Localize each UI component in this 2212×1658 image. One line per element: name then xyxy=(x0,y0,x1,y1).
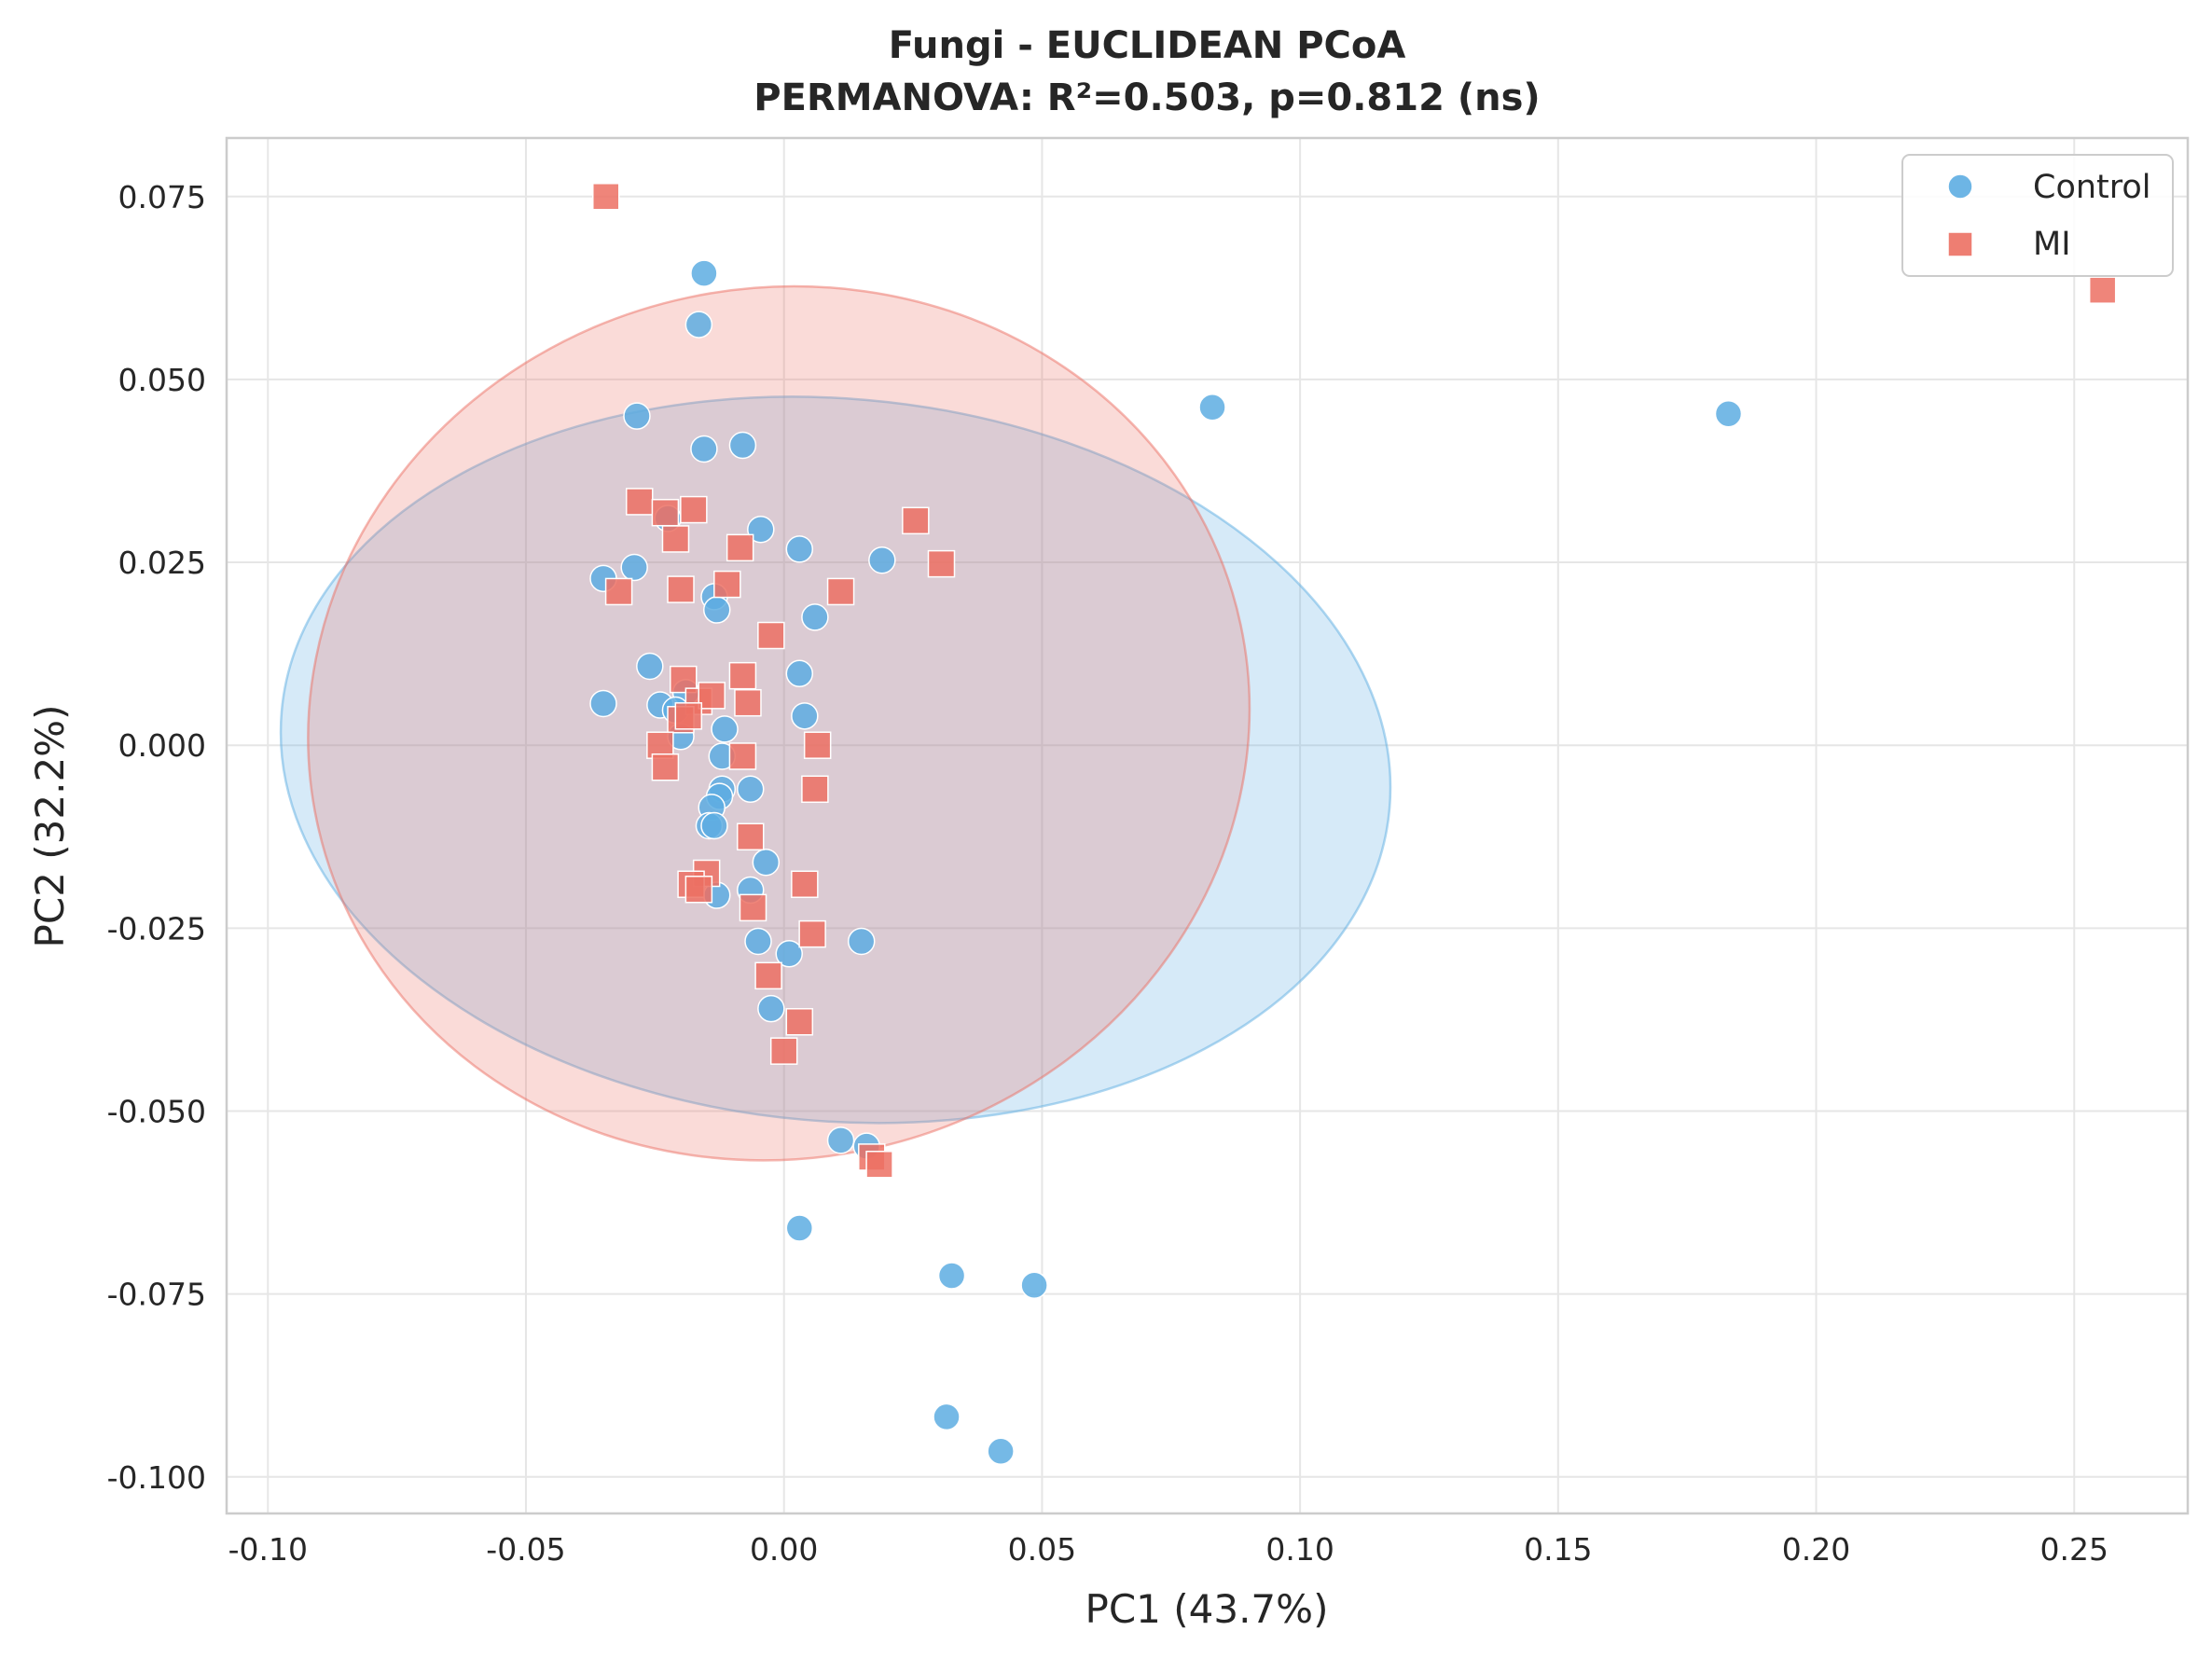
x-tick-label: 0.05 xyxy=(1008,1531,1076,1568)
point-control xyxy=(791,702,819,730)
x-axis-label: PC1 (43.7%) xyxy=(1085,1586,1329,1632)
x-tick-label: 0.20 xyxy=(1782,1531,1850,1568)
point-control xyxy=(620,553,648,582)
point-control xyxy=(757,994,785,1023)
point-control xyxy=(785,659,814,688)
point-mi xyxy=(754,961,782,990)
point-control xyxy=(1714,400,1743,428)
point-mi xyxy=(726,533,754,562)
point-mi xyxy=(674,702,703,730)
point-control xyxy=(937,1262,966,1290)
point-mi xyxy=(698,682,726,710)
point-mi xyxy=(680,495,708,524)
x-tick-label: 0.25 xyxy=(2040,1531,2108,1568)
point-control xyxy=(987,1437,1015,1466)
point-mi xyxy=(791,870,819,899)
point-control xyxy=(801,603,829,631)
point-mi xyxy=(625,488,654,516)
point-control xyxy=(684,311,713,339)
point-mi xyxy=(667,575,695,603)
x-axis-ticks: -0.10 -0.05 0.00 0.05 0.10 0.15 0.20 0.25 xyxy=(228,1531,2108,1568)
point-mi xyxy=(927,549,956,578)
y-tick-label: 0.075 xyxy=(118,179,206,215)
point-mi xyxy=(736,822,765,851)
grid xyxy=(227,138,2188,1513)
point-control xyxy=(711,715,739,743)
y-axis-ticks: -0.100 -0.075 -0.050 -0.025 0.000 0.025 0.050 0… xyxy=(107,179,206,1496)
point-control xyxy=(785,535,814,563)
y-tick-label: -0.050 xyxy=(107,1093,206,1129)
point-control xyxy=(826,1126,855,1154)
data-points xyxy=(589,183,2117,1466)
chart-title: Fungi - EUCLIDEAN PCoA xyxy=(889,24,1406,67)
point-control xyxy=(847,927,876,956)
point-mi xyxy=(592,183,620,211)
point-mi xyxy=(865,1151,893,1179)
y-tick-label: -0.075 xyxy=(107,1277,206,1313)
point-control xyxy=(690,259,718,287)
y-tick-label: 0.000 xyxy=(118,727,206,764)
y-tick-label: 0.025 xyxy=(118,545,206,581)
point-mi xyxy=(728,742,757,770)
point-control xyxy=(690,435,718,463)
y-tick-label: -0.100 xyxy=(107,1459,206,1496)
point-control xyxy=(1020,1271,1048,1299)
y-axis-label: PC2 (32.2%) xyxy=(27,705,73,948)
point-control xyxy=(589,689,617,718)
point-mi xyxy=(734,688,762,717)
point-mi xyxy=(798,919,826,948)
point-mi xyxy=(739,893,767,922)
point-control xyxy=(868,546,896,574)
plot-frame xyxy=(225,136,2190,1515)
point-control xyxy=(752,848,781,877)
point-control xyxy=(747,515,775,544)
y-tick-label: -0.025 xyxy=(107,910,206,946)
x-tick-label: 0.15 xyxy=(1524,1531,1592,1568)
point-mi xyxy=(684,876,713,904)
legend-marker-mi xyxy=(1947,231,1973,257)
legend-marker-control xyxy=(1947,173,1973,200)
legend: Control MI xyxy=(1901,154,2174,277)
point-mi xyxy=(801,775,829,804)
x-tick-label: 0.10 xyxy=(1265,1531,1334,1568)
point-mi xyxy=(2088,276,2117,304)
point-control xyxy=(700,811,728,840)
point-mi xyxy=(728,661,757,690)
point-mi xyxy=(661,525,690,553)
point-control xyxy=(1198,393,1226,421)
point-control xyxy=(933,1402,961,1431)
chart-subtitle: PERMANOVA: R²=0.503, p=0.812 (ns) xyxy=(753,76,1540,119)
legend-label-mi: MI xyxy=(2033,226,2071,263)
point-control xyxy=(736,775,765,804)
x-tick-label: -0.10 xyxy=(228,1531,308,1568)
point-mi xyxy=(651,753,680,781)
x-tick-label: -0.05 xyxy=(486,1531,565,1568)
point-control xyxy=(623,402,651,430)
point-control xyxy=(636,652,664,681)
ellipse-control xyxy=(279,395,1392,1125)
point-mi xyxy=(803,731,832,759)
point-control xyxy=(744,927,772,956)
point-mi xyxy=(757,621,785,650)
point-mi xyxy=(604,577,633,606)
point-control xyxy=(775,940,803,968)
point-mi xyxy=(769,1037,798,1065)
point-control xyxy=(728,431,757,460)
point-control xyxy=(703,596,731,624)
point-mi xyxy=(651,498,680,527)
point-mi xyxy=(785,1008,814,1036)
legend-label-control: Control xyxy=(2033,169,2151,206)
point-mi xyxy=(826,577,855,606)
point-mi xyxy=(713,570,741,599)
confidence-ellipses xyxy=(279,284,1392,1162)
point-control xyxy=(785,1214,814,1242)
x-tick-label: 0.00 xyxy=(750,1531,818,1568)
point-mi xyxy=(902,506,930,535)
y-tick-label: 0.050 xyxy=(118,362,206,398)
